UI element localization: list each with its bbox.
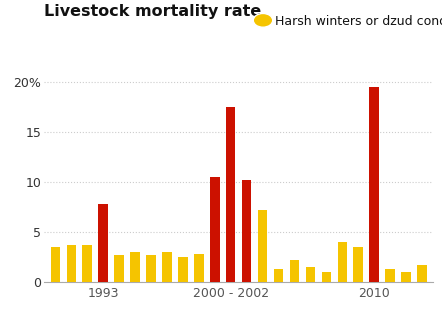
Bar — [338, 242, 347, 282]
Bar — [258, 210, 267, 282]
Bar — [290, 260, 299, 282]
Bar — [66, 245, 76, 282]
Bar — [194, 254, 204, 282]
Bar — [210, 177, 220, 282]
Text: Livestock mortality rate: Livestock mortality rate — [44, 4, 262, 19]
Bar — [274, 269, 283, 282]
Bar — [305, 267, 315, 282]
Bar — [385, 269, 395, 282]
Bar — [226, 107, 236, 282]
Bar — [242, 180, 251, 282]
Bar — [401, 272, 411, 282]
Bar — [370, 87, 379, 282]
Bar — [130, 252, 140, 282]
Bar — [322, 272, 331, 282]
Bar — [354, 247, 363, 282]
Bar — [146, 255, 156, 282]
Bar — [83, 245, 92, 282]
Bar — [178, 257, 188, 282]
Bar — [99, 204, 108, 282]
Bar — [162, 252, 172, 282]
Text: Harsh winters or dzud conditions: Harsh winters or dzud conditions — [275, 15, 442, 28]
Bar — [114, 255, 124, 282]
Bar — [50, 247, 60, 282]
Bar — [417, 265, 427, 282]
